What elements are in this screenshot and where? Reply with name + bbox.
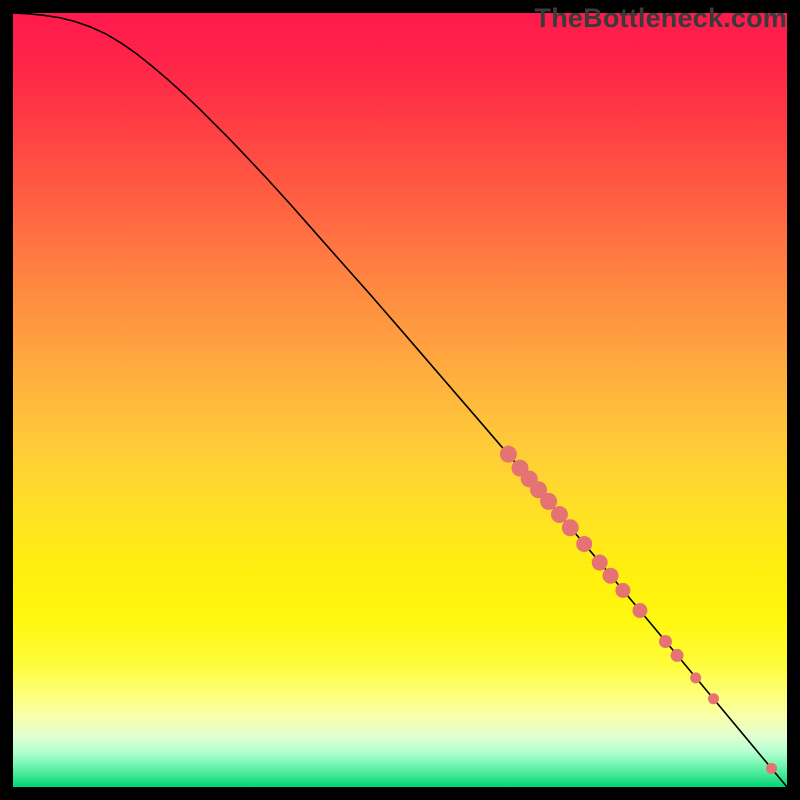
data-marker xyxy=(766,763,777,774)
watermark-text: TheBottleneck.com xyxy=(535,3,787,34)
data-marker xyxy=(562,519,579,536)
data-marker xyxy=(551,506,568,523)
data-marker xyxy=(690,672,701,683)
data-marker xyxy=(540,493,557,510)
data-marker xyxy=(592,555,608,571)
data-marker xyxy=(632,603,647,618)
gradient-background xyxy=(13,13,787,787)
plot-svg xyxy=(13,13,787,787)
plot-area xyxy=(13,13,787,787)
data-marker xyxy=(659,635,672,648)
data-marker xyxy=(671,649,684,662)
data-marker xyxy=(500,446,517,463)
data-marker xyxy=(615,583,630,598)
data-marker xyxy=(576,536,592,552)
data-marker xyxy=(603,568,619,584)
data-marker xyxy=(708,693,719,704)
chart-container: TheBottleneck.com xyxy=(0,0,800,800)
